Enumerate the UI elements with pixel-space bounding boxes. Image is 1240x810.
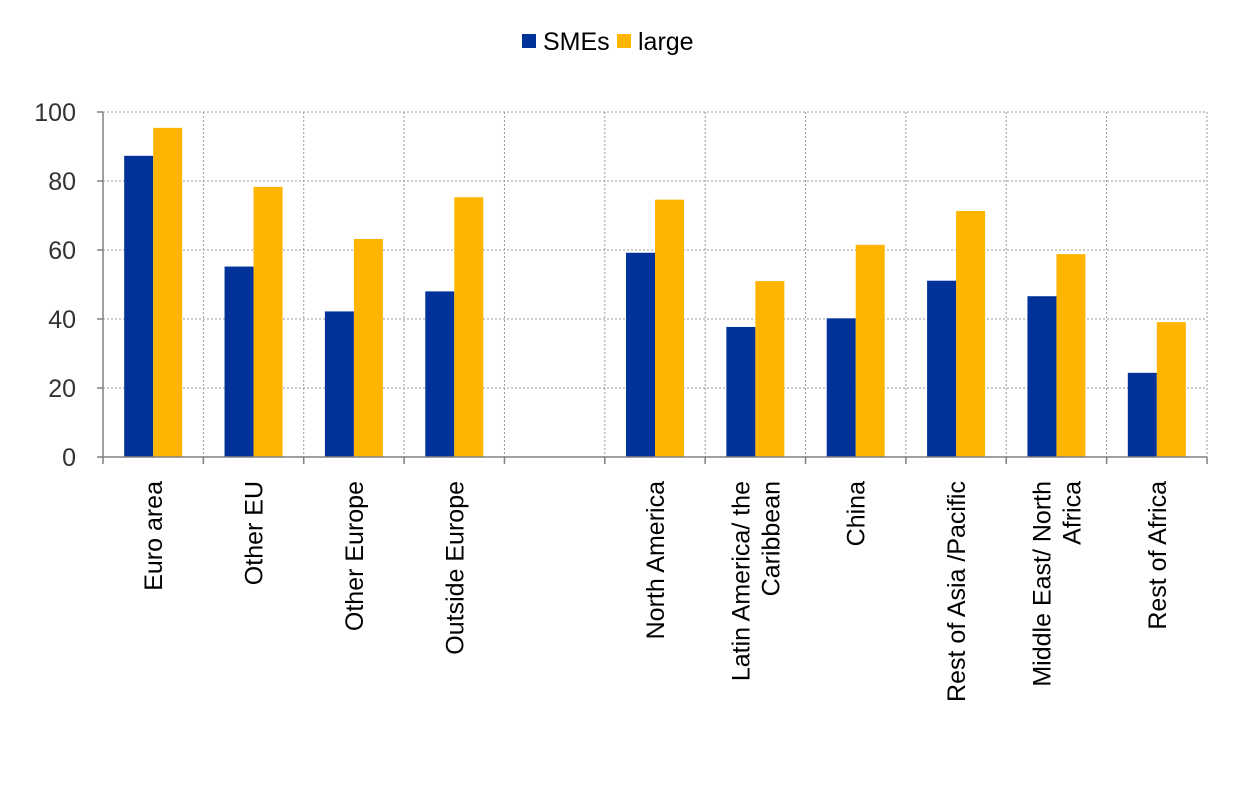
bar-large-middle-east-north-africa xyxy=(1056,254,1086,457)
bars xyxy=(124,127,1186,458)
bar-large-rest-of-africa xyxy=(1156,322,1186,457)
x-tick-label: Latin America/ theCaribbean xyxy=(727,481,785,681)
bar-smes-china xyxy=(826,318,856,457)
legend-swatch xyxy=(617,34,631,48)
y-axis-ticks: 0 20 40 60 80 100 xyxy=(34,99,76,472)
y-tick-label: 60 xyxy=(48,237,76,265)
y-tick-label: 80 xyxy=(48,168,76,196)
bar-smes-middle-east-north-africa xyxy=(1027,296,1057,457)
bar-large-rest-of-asia-pacific xyxy=(956,211,986,457)
legend-label: large xyxy=(638,28,694,56)
y-tick-label: 0 xyxy=(62,444,76,472)
bar-large-north-america xyxy=(655,199,684,457)
legend-swatch xyxy=(522,34,536,48)
bar-smes-latin-america-the-caribbean xyxy=(726,326,756,457)
y-tick-label: 100 xyxy=(34,99,76,127)
y-tick-label: 40 xyxy=(48,306,76,334)
bar-smes-rest-of-africa xyxy=(1127,372,1157,457)
legend-label: SMEs xyxy=(543,28,610,56)
bar-large-other-eu xyxy=(253,186,283,458)
bar-large-other-europe xyxy=(353,238,383,457)
x-tick-label: Middle East/ NorthAfrica xyxy=(1028,481,1086,687)
x-tick-label: Euro area xyxy=(140,481,168,591)
legend: SMEs large xyxy=(522,28,694,56)
x-axis-labels: Euro area Other EU Other Europe Outside Eur… xyxy=(140,481,1172,702)
bar-smes-other-eu xyxy=(224,266,254,457)
gridlines xyxy=(103,111,1208,457)
y-tick-label: 20 xyxy=(48,375,76,403)
bar-large-euro-area xyxy=(153,127,183,458)
bar-smes-north-america xyxy=(626,252,655,457)
x-tick-label: Rest of Africa xyxy=(1144,481,1172,630)
bar-smes-outside-europe xyxy=(425,291,455,457)
bar-smes-euro-area xyxy=(124,155,154,457)
bar-large-outside-europe xyxy=(454,197,484,457)
x-tick-label: China xyxy=(843,481,871,546)
x-tick-label: Rest of Asia /Pacific xyxy=(943,481,971,702)
x-tick-label: Other Europe xyxy=(341,481,369,631)
x-tick-label: Other EU xyxy=(241,481,269,585)
bar-smes-other-europe xyxy=(324,311,354,457)
x-tick-label: North America xyxy=(642,481,670,639)
axes xyxy=(97,111,1208,464)
bar-smes-rest-of-asia-pacific xyxy=(927,280,957,457)
bar-large-latin-america-the-caribbean xyxy=(755,281,785,457)
bar-large-china xyxy=(855,244,885,457)
x-tick-label: Outside Europe xyxy=(441,481,469,655)
